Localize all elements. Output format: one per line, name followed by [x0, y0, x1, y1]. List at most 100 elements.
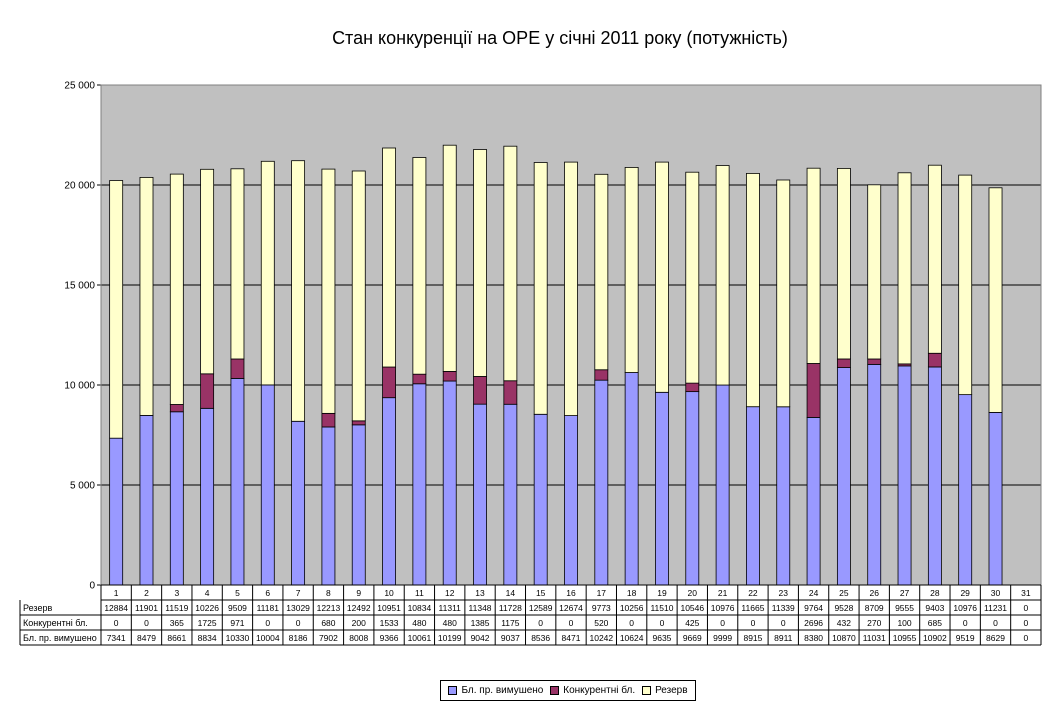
table-cell: 12884 — [104, 603, 128, 613]
category-label-26: 26 — [869, 588, 879, 598]
table-cell: 8709 — [865, 603, 884, 613]
table-cell: 432 — [837, 618, 851, 628]
category-label-23: 23 — [779, 588, 789, 598]
table-cell: 8380 — [804, 633, 823, 643]
table-row-label: Резерв — [23, 603, 52, 613]
y-tick-label: 5 000 — [70, 481, 95, 492]
bar-segment-day-30-series-2 — [988, 187, 1003, 413]
legend-item-forced: Бл. пр. вимушено — [448, 685, 543, 696]
table-cell: 7341 — [107, 633, 126, 643]
table-row-label: Конкурентні бл. — [23, 618, 88, 628]
bar-segment-day-28-series-2 — [927, 164, 942, 354]
table-cell: 11348 — [469, 603, 492, 613]
bar-segment-day-10-series-2 — [382, 147, 396, 368]
table-cell: 0 — [660, 618, 665, 628]
table-cell: 9669 — [683, 633, 702, 643]
table-cell: 9773 — [592, 603, 611, 613]
table-cell: 11231 — [984, 603, 1007, 613]
table-cell: 7902 — [319, 633, 338, 643]
table-cell: 11728 — [499, 603, 522, 613]
table-cell: 0 — [538, 618, 543, 628]
table-cell: 10955 — [893, 633, 917, 643]
bar-segment-day-9-series-2 — [351, 170, 366, 422]
table-cell: 8629 — [986, 633, 1005, 643]
category-label-9: 9 — [356, 588, 361, 598]
table-cell: 9509 — [228, 603, 247, 613]
bar-segment-day-6-series-2 — [260, 160, 275, 386]
table-cell: 8186 — [289, 633, 308, 643]
bar-segment-day-27-series-0 — [897, 365, 912, 586]
bar-segment-day-11-series-2 — [412, 157, 427, 375]
bar-segment-day-19-series-2 — [655, 161, 669, 393]
table-cell: 0 — [781, 618, 786, 628]
table-cell: 8479 — [137, 633, 156, 643]
category-label-22: 22 — [748, 588, 758, 598]
table-cell: 12674 — [559, 603, 583, 613]
legend-label-reserve: Резерв — [655, 685, 688, 696]
y-tick-label: 0 — [89, 581, 95, 592]
table-cell: 10870 — [832, 633, 856, 643]
bar-segment-day-6-series-0 — [260, 384, 275, 586]
table-cell: 0 — [720, 618, 725, 628]
bar-segment-day-7-series-2 — [291, 160, 306, 422]
bar-segment-day-12-series-2 — [442, 144, 457, 372]
bar-segment-day-8-series-2 — [321, 168, 336, 414]
table-cell: 9528 — [834, 603, 853, 613]
bar-segment-day-14-series-0 — [503, 403, 518, 586]
bar-segment-day-18-series-0 — [624, 372, 639, 586]
table-cell: 365 — [170, 618, 184, 628]
table-cell: 200 — [352, 618, 366, 628]
bar-segment-day-25-series-1 — [836, 358, 851, 368]
bar-segment-day-1-series-2 — [109, 180, 124, 439]
bar-segment-day-27-series-2 — [897, 172, 912, 365]
bar-segment-day-12-series-0 — [442, 380, 457, 586]
table-cell: 971 — [230, 618, 244, 628]
table-cell: 1385 — [471, 618, 490, 628]
category-label-21: 21 — [718, 588, 728, 598]
bar-segment-day-8-series-0 — [321, 426, 336, 586]
bar-segment-day-18-series-2 — [624, 166, 639, 373]
data-table: 1 2 3 4 5 6 7 8 9 10 11 12 13 14 15 16 17 18 19 20 21 22 23 24 2… — [19, 584, 1042, 646]
table-cell: 9635 — [653, 633, 672, 643]
category-label-29: 29 — [960, 588, 970, 598]
table-cell: 9555 — [895, 603, 914, 613]
category-label-13: 13 — [475, 588, 485, 598]
category-label-14: 14 — [506, 588, 516, 598]
table-cell: 1533 — [380, 618, 399, 628]
bar-segment-day-5-series-2 — [230, 168, 245, 360]
bar-segment-day-25-series-0 — [836, 367, 851, 586]
bar-segment-day-21-series-0 — [715, 384, 730, 586]
table-cell: 480 — [443, 618, 457, 628]
legend-item-reserve: Резерв — [642, 685, 688, 696]
table-cell: 9042 — [471, 633, 490, 643]
bar-segment-day-11-series-0 — [412, 383, 427, 586]
bar-segment-day-22-series-2 — [746, 172, 760, 408]
table-cell: 0 — [296, 618, 301, 628]
category-label-30: 30 — [991, 588, 1001, 598]
legend-swatch-forced — [448, 686, 458, 695]
table-cell: 10624 — [620, 633, 644, 643]
bar-segment-day-20-series-2 — [685, 171, 700, 384]
category-label-20: 20 — [688, 588, 698, 598]
bar-segment-day-24-series-0 — [806, 416, 821, 586]
category-label-17: 17 — [597, 588, 607, 598]
table-cell: 480 — [412, 618, 426, 628]
table-cell: 685 — [928, 618, 942, 628]
table-cell: 0 — [1023, 618, 1028, 628]
table-cell: 0 — [1023, 603, 1028, 613]
table-cell: 0 — [993, 618, 998, 628]
table-cell: 11311 — [439, 603, 462, 613]
table-cell: 11339 — [772, 603, 795, 613]
bar-segment-day-16-series-0 — [564, 415, 578, 586]
table-cell: 10976 — [711, 603, 735, 613]
bar-segment-day-21-series-2 — [715, 165, 730, 386]
category-label-31: 31 — [1021, 588, 1031, 598]
table-cell: 0 — [963, 618, 968, 628]
bar-segment-day-24-series-2 — [806, 167, 821, 364]
table-cell: 0 — [569, 618, 574, 628]
bar-segment-day-7-series-0 — [291, 420, 306, 586]
category-label-19: 19 — [657, 588, 667, 598]
table-cell: 8911 — [774, 633, 793, 643]
category-label-2: 2 — [144, 588, 149, 598]
bar-segment-day-13-series-2 — [473, 149, 487, 377]
